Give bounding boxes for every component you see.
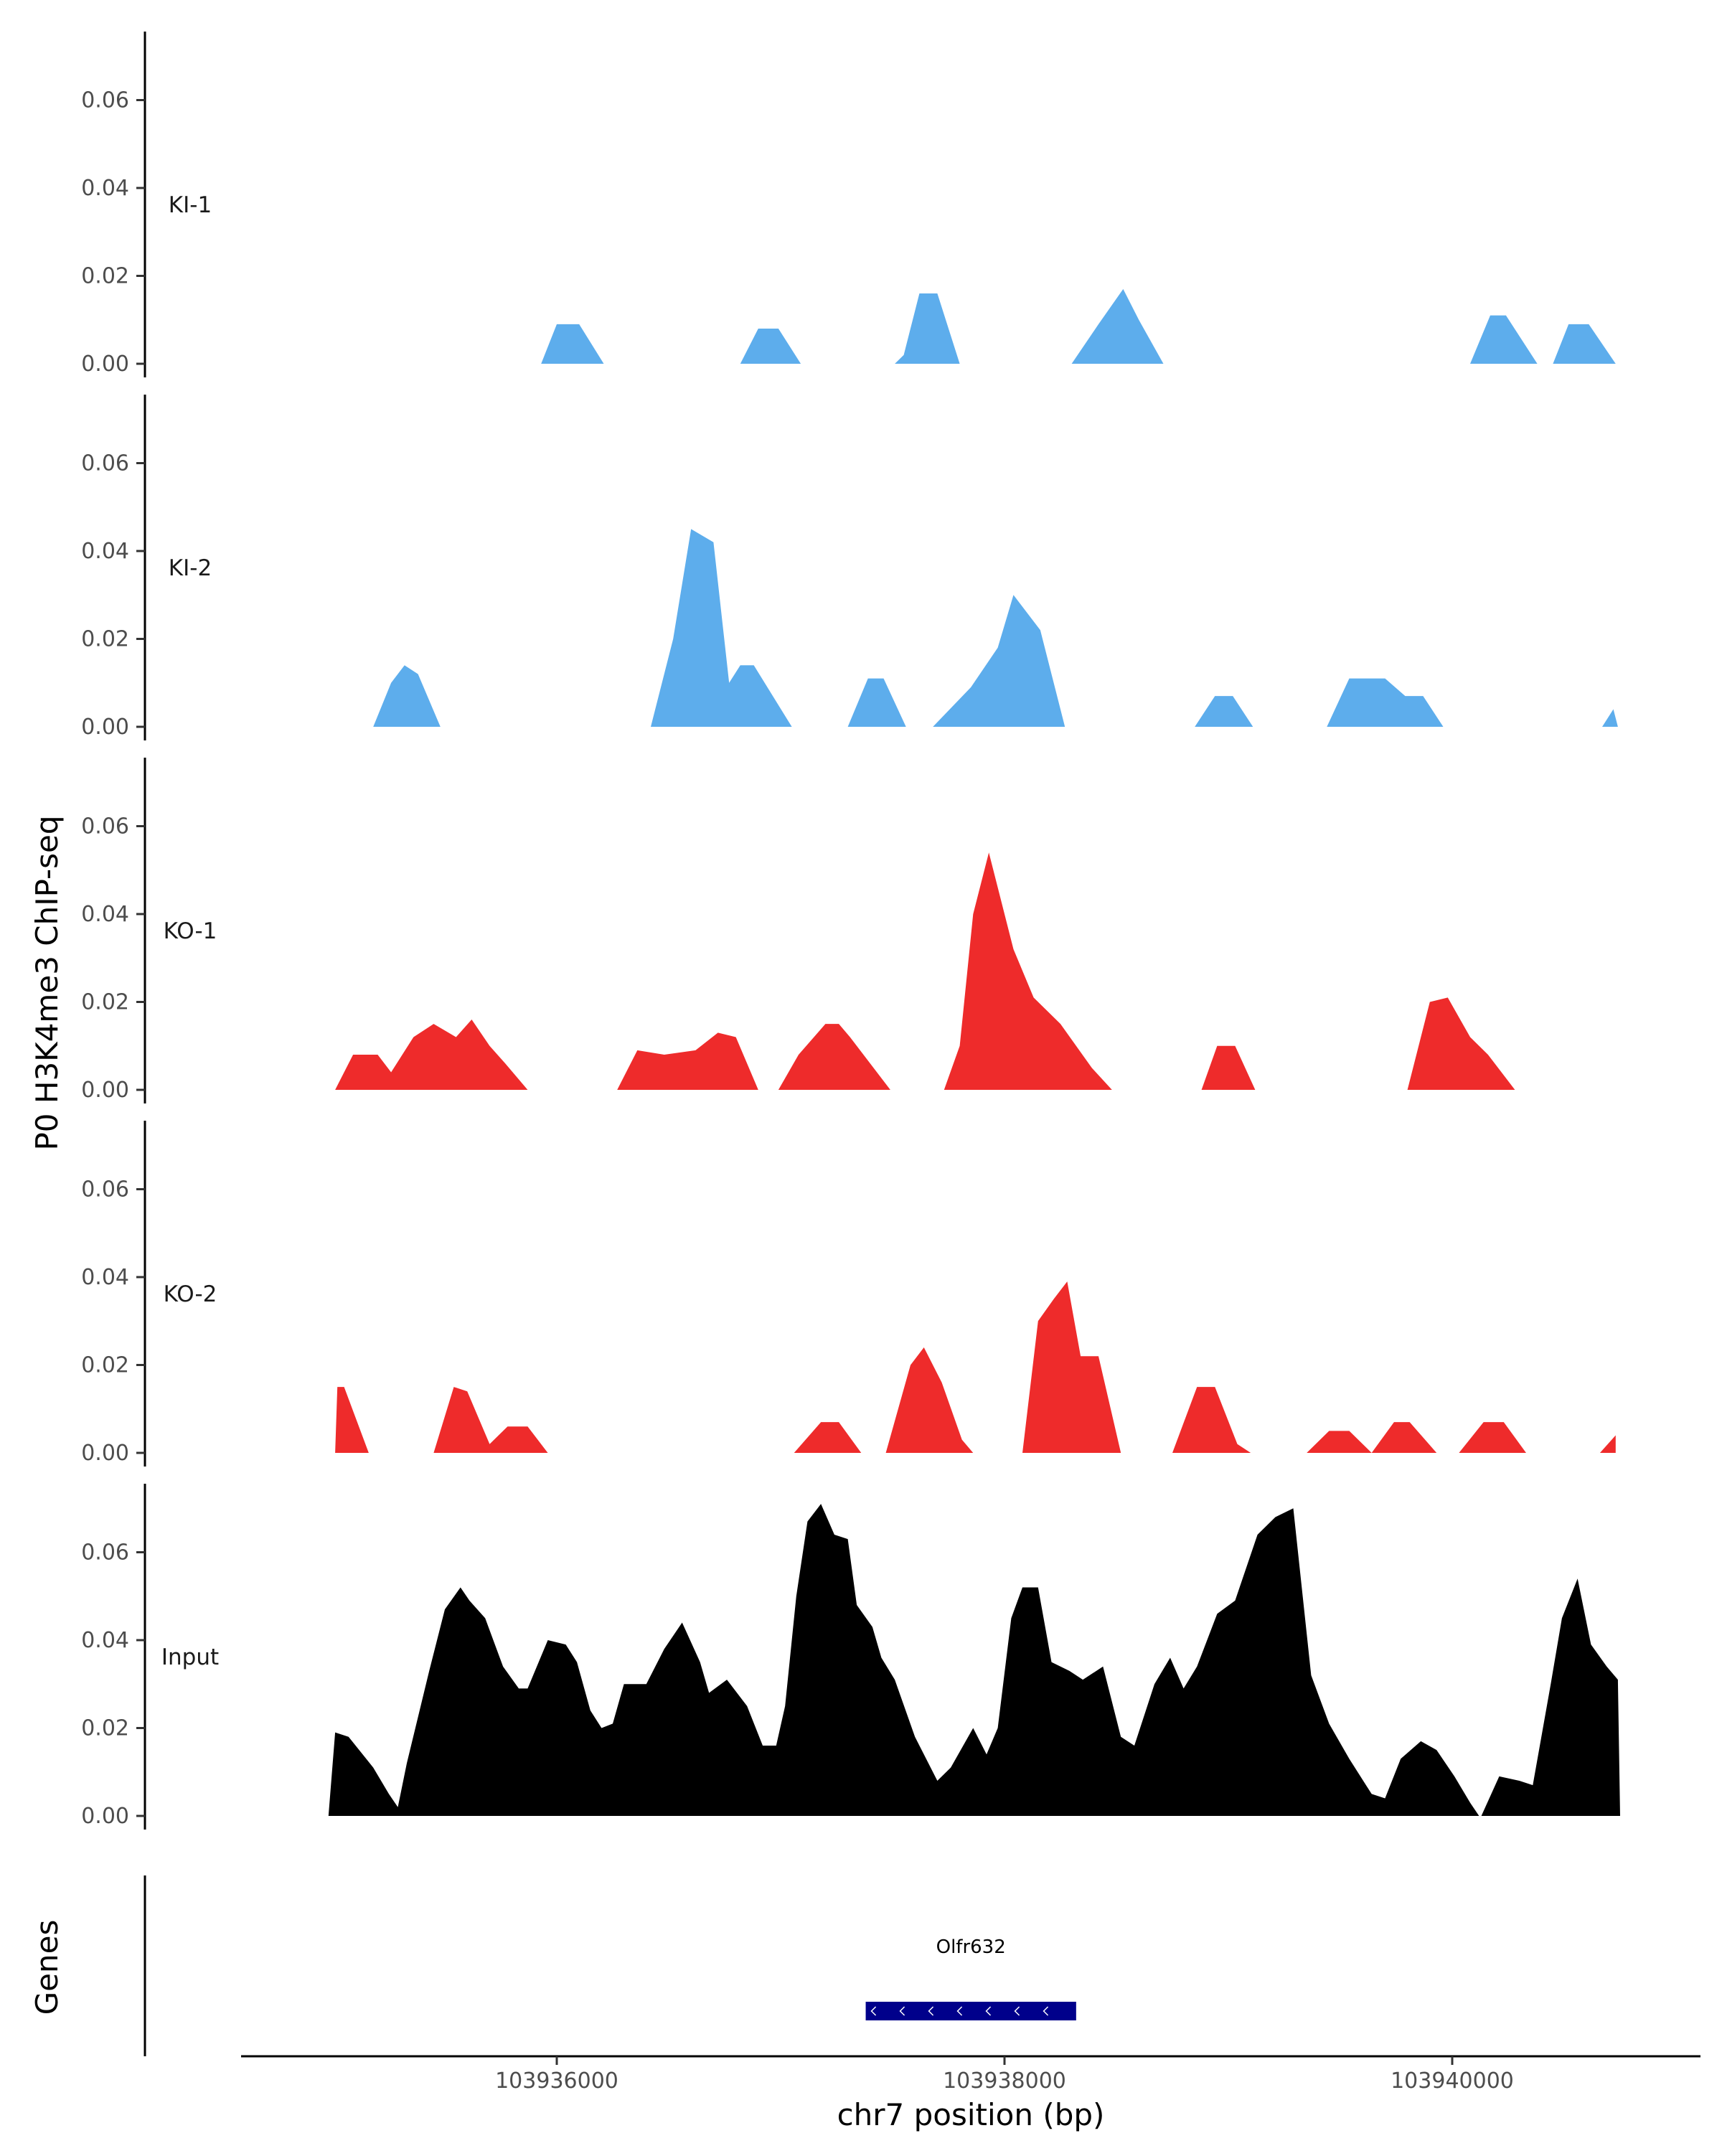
gene-label: Olfr632: [936, 1936, 1006, 1958]
track-label: KO-2: [164, 1281, 217, 1307]
track-ko-2: 0.00 0.02 0.04 0.06 KO-2: [81, 1121, 1616, 1467]
strand-arrow: [870, 2006, 877, 2016]
track-ki-2: 0.00 0.02 0.04 0.06 KI-2: [81, 395, 1618, 740]
y-tick-label: 0.02: [81, 264, 129, 289]
x-tick-label: 103936000: [495, 2068, 618, 2094]
gene-panel: Genes Olfr632: [29, 1875, 1076, 2056]
track-label: KI-1: [169, 192, 212, 218]
strand-arrow: [899, 2006, 905, 2016]
y-tick-label: 0.02: [81, 990, 129, 1015]
track-label: KI-2: [169, 555, 212, 581]
track-ki-1: 0.00 0.02 0.04 0.06 KI-1: [81, 32, 1616, 377]
y-tick-label: 0.04: [81, 902, 129, 927]
x-axis-title: chr7 position (bp): [837, 2097, 1105, 2132]
y-tick-label: 0.06: [81, 1177, 129, 1202]
y-tick-label: 0.02: [81, 1353, 129, 1378]
y-tick-label: 0.00: [81, 715, 129, 740]
strand-arrow: [956, 2006, 963, 2016]
x-axis: chr7 position (bp) 103936000 103938000 103…: [241, 2055, 1700, 2132]
track-label: KO-1: [164, 918, 217, 944]
y-tick-label: 0.06: [81, 451, 129, 476]
track-label: Input: [161, 1644, 219, 1670]
strand-arrow: [1043, 2006, 1049, 2016]
gene-olfr632: Olfr632: [865, 1936, 1076, 2020]
strand-arrow: [985, 2006, 992, 2016]
y-tick-label: 0.00: [81, 1804, 129, 1829]
y-tick-label: 0.06: [81, 88, 129, 113]
strand-arrow: [928, 2006, 934, 2016]
signal-area-input: [328, 1504, 1620, 1816]
y-tick-label: 0.00: [81, 1078, 129, 1103]
gene-panel-label: Genes: [29, 1920, 65, 2015]
track-ko-1: 0.00 0.02 0.04 0.06 KO-1: [81, 758, 1515, 1103]
gene-body: [865, 2002, 1076, 2020]
y-tick-label: 0.00: [81, 352, 129, 377]
y-tick-label: 0.04: [81, 1628, 129, 1653]
y-tick-label: 0.02: [81, 1716, 129, 1741]
y-tick-label: 0.04: [81, 176, 129, 201]
y-tick-label: 0.06: [81, 814, 129, 839]
y-axis-title: P0 H3K4me3 ChIP-seq: [29, 815, 65, 1150]
strand-arrow: [1014, 2006, 1020, 2016]
x-tick-label: 103938000: [943, 2068, 1066, 2094]
y-tick-label: 0.04: [81, 1265, 129, 1290]
signal-area-ko-1: [335, 852, 1515, 1090]
x-tick-label: 103940000: [1391, 2068, 1514, 2094]
signal-area-ko-2: [335, 1281, 1616, 1453]
signal-tracks: 0.00 0.02 0.04 0.06 KI-1 0.00 0.02 0.04 0.06 KI-2…: [81, 32, 1620, 1830]
y-tick-label: 0.06: [81, 1540, 129, 1566]
y-tick-label: 0.00: [81, 1441, 129, 1466]
track-input: 0.00 0.02 0.04 0.06 Input: [81, 1484, 1620, 1830]
y-tick-label: 0.04: [81, 539, 129, 564]
y-tick-label: 0.02: [81, 627, 129, 652]
signal-area-ki-1: [541, 288, 1616, 364]
signal-area-ki-2: [373, 529, 1618, 727]
